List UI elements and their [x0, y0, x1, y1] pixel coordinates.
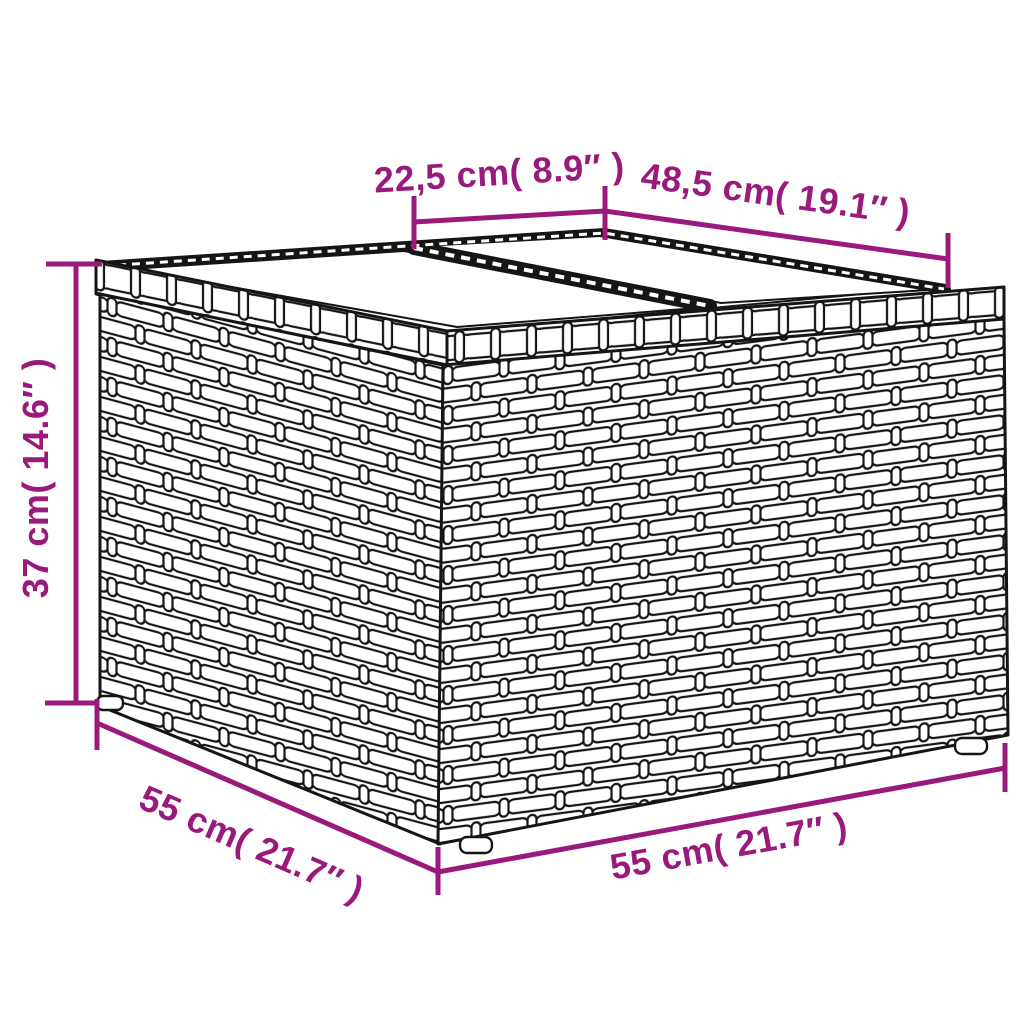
body-front-left-face: [98, 292, 445, 846]
table-foot-right: [953, 736, 989, 756]
tabletop-face: [96, 227, 951, 335]
dimension-height: 37 cm( 14.6″ ): [15, 261, 102, 706]
dimension-label-height: 37 cm( 14.6″ ): [15, 358, 56, 598]
width-dimension-line: [437, 765, 1006, 875]
dimension-label-top-panel-width: 22,5 cm( 8.9″ ): [373, 144, 626, 200]
wicker-body: [98, 292, 1010, 846]
depth-dimension-line: [95, 720, 440, 875]
body-front-right-face: [436, 317, 1010, 846]
table-foot-left: [95, 694, 125, 712]
back-edge-texture: [103, 231, 945, 291]
panel-width-dimension-line: [413, 208, 606, 225]
table-illustration: [94, 227, 1010, 855]
glass-divider-texture: [413, 246, 711, 308]
table-foot-front: [458, 835, 494, 855]
top-length-dimension-line: [604, 208, 949, 262]
tabletop-rim: [94, 258, 1006, 367]
